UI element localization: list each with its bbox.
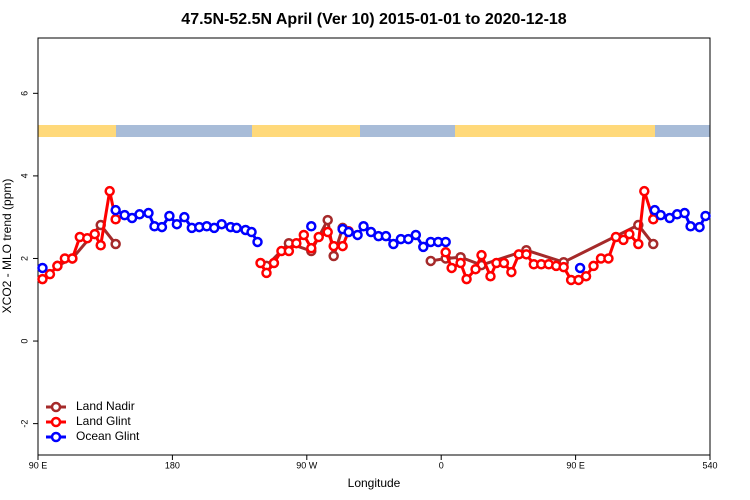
data-point xyxy=(52,260,63,272)
data-point xyxy=(67,253,78,264)
data-point xyxy=(104,185,115,197)
data-point xyxy=(470,263,481,275)
data-point xyxy=(89,228,100,240)
x-axis-label: Longitude xyxy=(348,476,401,490)
data-point xyxy=(255,257,266,269)
legend-label: Land Nadir xyxy=(76,399,135,413)
data-point xyxy=(110,238,121,250)
data-point xyxy=(343,226,354,238)
data-point xyxy=(588,260,599,272)
legend-marker xyxy=(50,431,62,443)
data-point xyxy=(648,238,659,250)
data-point xyxy=(506,266,517,278)
x-tick-label: 540 xyxy=(702,460,717,470)
legend-marker xyxy=(50,401,62,413)
legend-label: Ocean Glint xyxy=(76,429,140,443)
data-point xyxy=(388,238,399,250)
data-point xyxy=(156,221,168,233)
data-point xyxy=(306,242,317,254)
data-point xyxy=(179,211,190,223)
data-point xyxy=(171,218,183,230)
data-point xyxy=(216,218,227,230)
data-point xyxy=(521,249,532,260)
data-point xyxy=(37,262,48,274)
data-point xyxy=(639,185,650,197)
data-point xyxy=(440,247,451,258)
plot-frame xyxy=(37,37,711,456)
data-point xyxy=(498,257,510,269)
data-point xyxy=(624,228,635,240)
data-point xyxy=(558,261,569,273)
data-point xyxy=(328,240,339,252)
legend-marker xyxy=(50,416,62,428)
data-point xyxy=(298,229,310,241)
data-point xyxy=(231,222,242,234)
data-point xyxy=(485,270,496,282)
data-point xyxy=(44,268,56,280)
data-point xyxy=(633,238,644,250)
x-tick-label: 0 xyxy=(439,460,444,470)
data-point xyxy=(337,240,348,252)
legend-label: Land Glint xyxy=(76,414,131,428)
data-point xyxy=(461,273,472,285)
land-ocean-strip xyxy=(38,125,710,137)
x-tick-label: 180 xyxy=(165,460,180,470)
data-point xyxy=(283,245,295,257)
data-point xyxy=(306,221,317,232)
y-tick-label: -2 xyxy=(19,420,29,428)
data-point xyxy=(143,207,154,219)
data-point xyxy=(110,204,121,216)
data-point xyxy=(440,236,451,248)
data-point xyxy=(574,262,586,274)
data-point xyxy=(261,267,272,279)
data-point xyxy=(82,232,93,244)
data-point xyxy=(700,210,711,222)
data-point xyxy=(268,257,280,269)
data-point xyxy=(380,230,392,242)
data-point xyxy=(110,214,121,225)
data-point xyxy=(322,226,333,238)
data-point xyxy=(313,231,324,243)
x-tick-label: 90 E xyxy=(29,460,48,470)
data-point xyxy=(352,229,363,241)
data-point xyxy=(328,250,339,262)
data-point xyxy=(365,226,377,238)
data-point xyxy=(95,240,106,251)
data-point xyxy=(37,273,48,285)
y-axis-label: XCO2 - MLO trend (ppm) xyxy=(0,179,14,314)
chart-title: 47.5N-52.5N April (Ver 10) 2015-01-01 to… xyxy=(181,11,567,28)
data-point xyxy=(618,234,629,246)
data-point xyxy=(358,221,369,232)
data-point xyxy=(418,241,429,253)
data-point xyxy=(694,221,705,233)
y-tick-label: 4 xyxy=(19,173,29,178)
data-point xyxy=(655,209,666,221)
x-tick-label: 90 E xyxy=(566,460,585,470)
data-point xyxy=(134,209,145,220)
data-point xyxy=(403,233,414,245)
data-point xyxy=(164,210,175,222)
data-point xyxy=(580,270,592,282)
data-point xyxy=(425,255,436,267)
y-tick-label: 6 xyxy=(19,91,29,96)
y-tick-label: 2 xyxy=(19,256,29,261)
data-point xyxy=(322,214,333,226)
y-tick-label: 0 xyxy=(19,339,29,344)
data-point xyxy=(252,236,263,248)
data-point xyxy=(410,229,422,241)
data-point xyxy=(455,257,466,269)
data-point xyxy=(603,253,614,264)
data-point xyxy=(679,207,690,219)
data-point xyxy=(648,214,659,225)
data-point xyxy=(291,237,302,249)
data-point xyxy=(246,226,257,238)
x-tick-label: 90 W xyxy=(296,460,318,470)
data-point xyxy=(446,262,457,274)
data-point xyxy=(685,221,696,232)
data-point xyxy=(476,249,487,261)
